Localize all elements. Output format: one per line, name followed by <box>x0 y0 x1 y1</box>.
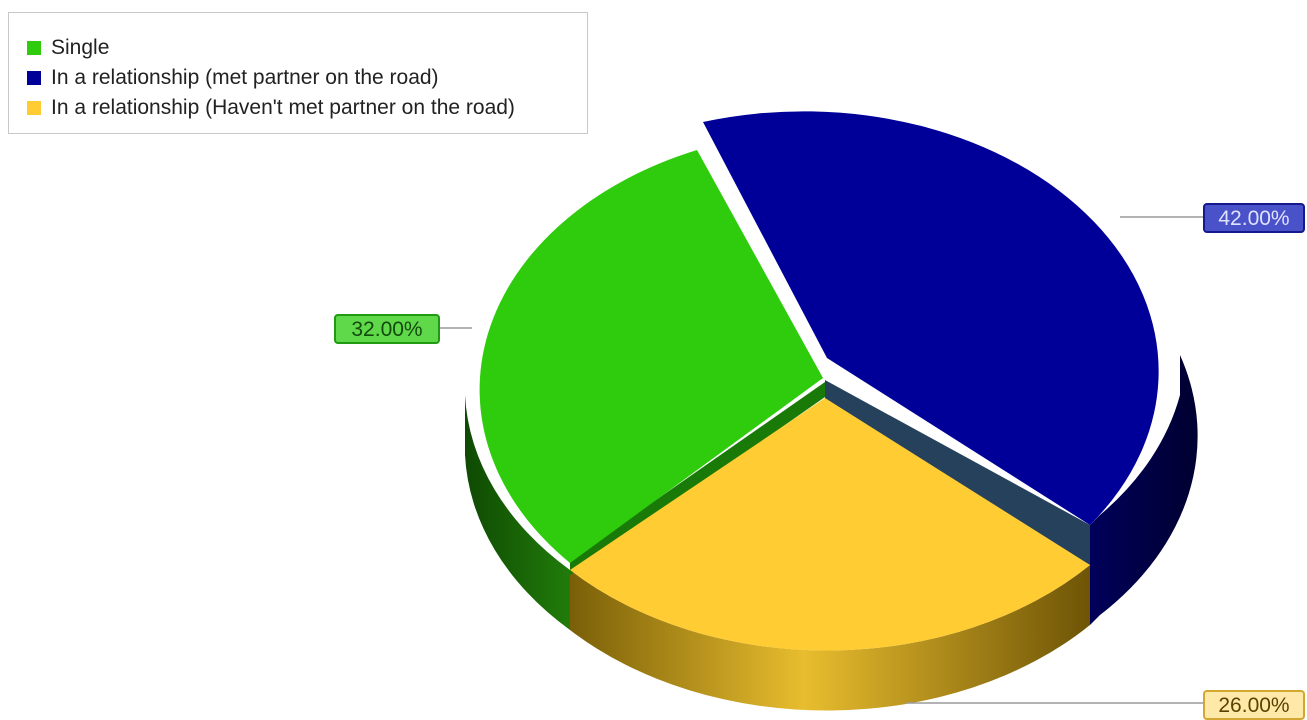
data-label-single: 32.00% <box>334 314 440 344</box>
pie-side-met-partner <box>1090 355 1198 625</box>
legend: Single In a relationship (met partner on… <box>8 12 588 134</box>
legend-item-met-partner: In a relationship (met partner on the ro… <box>27 63 587 93</box>
pie-inner-wall-green <box>570 382 825 575</box>
pie-slice-single <box>479 150 823 563</box>
legend-item-haven-t-met: In a relationship (Haven't met partner o… <box>27 93 587 123</box>
pie-inner-wall <box>825 380 1090 565</box>
legend-label-met-partner: In a relationship (met partner on the ro… <box>51 66 439 89</box>
pie-side-single <box>465 395 570 630</box>
legend-swatch-single <box>27 41 41 55</box>
legend-swatch-haven-t-met <box>27 101 41 115</box>
data-label-haven-t-met: 26.00% <box>1203 690 1305 720</box>
pie-slice-haven-t-met <box>570 398 1090 651</box>
legend-swatch-met-partner <box>27 71 41 85</box>
legend-item-single: Single <box>27 33 587 63</box>
legend-label-single: Single <box>51 36 110 59</box>
legend-label-haven-t-met: In a relationship (Haven't met partner o… <box>51 96 515 119</box>
pie-slice-met-partner <box>703 111 1159 525</box>
data-label-met-partner: 42.00% <box>1203 203 1305 233</box>
pie-side-haven-t-met <box>570 565 1090 711</box>
